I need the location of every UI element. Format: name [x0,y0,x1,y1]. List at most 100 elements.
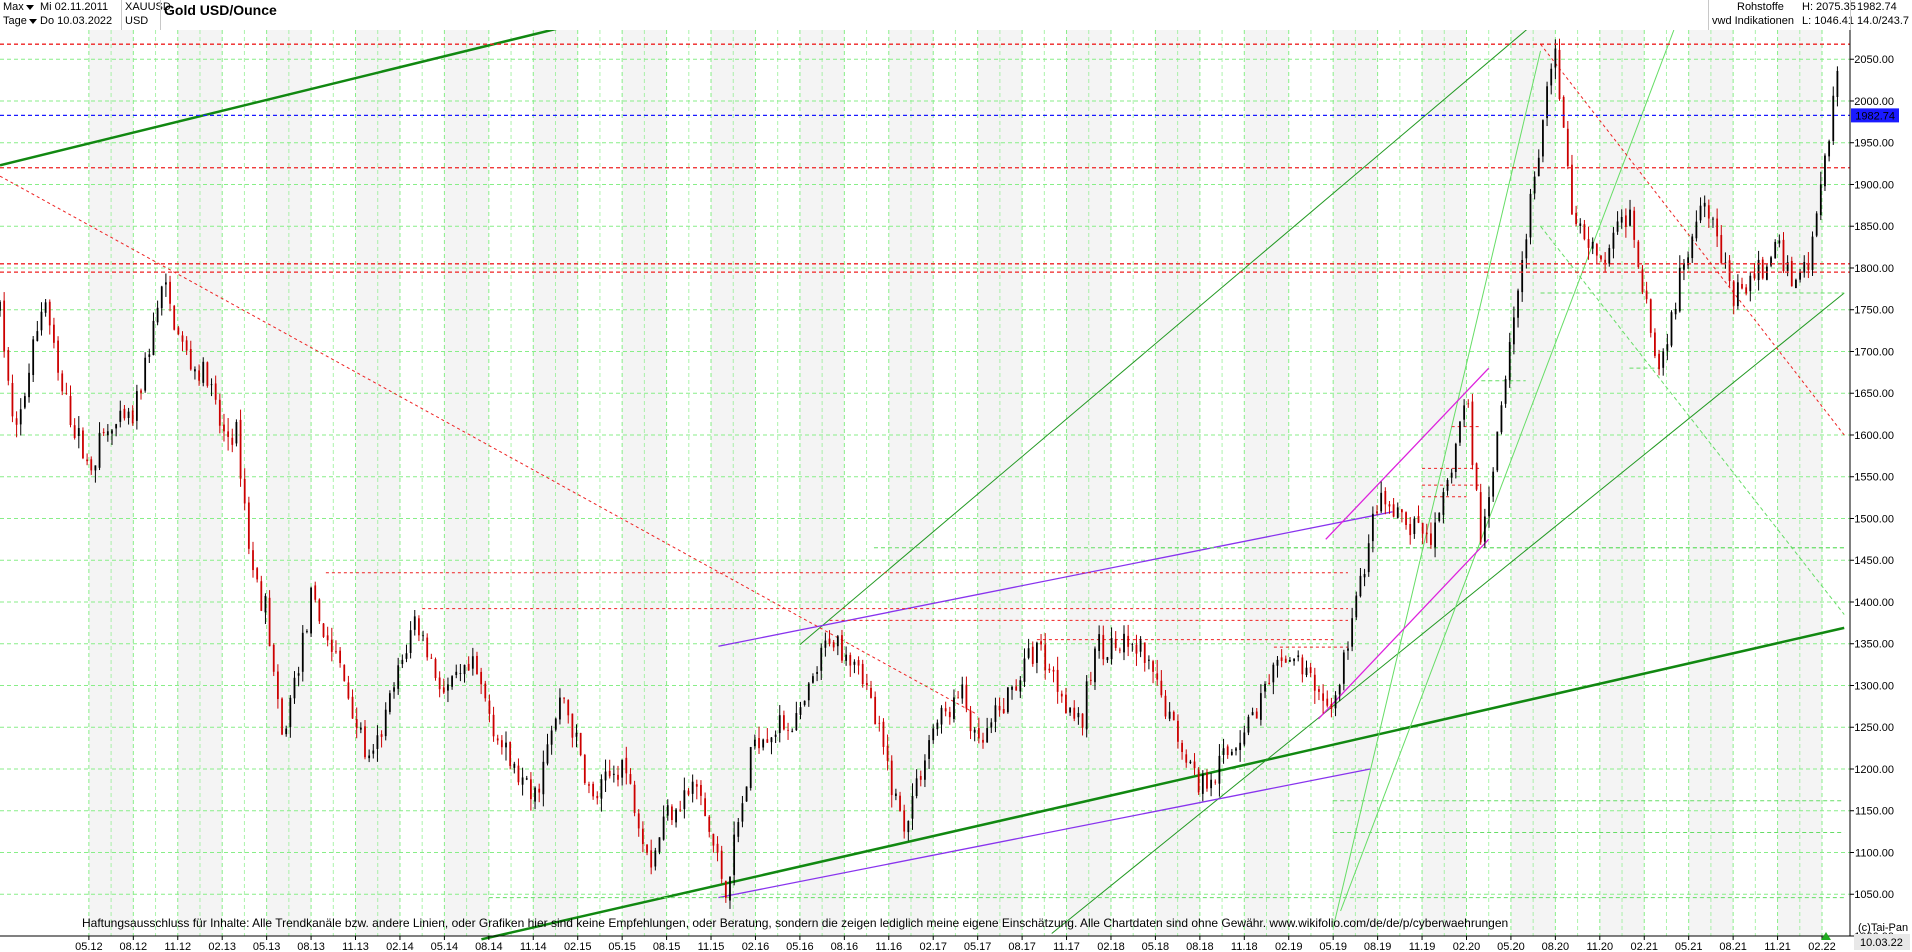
candle-body [1508,342,1511,381]
x-tick-label: 11.20 [1586,941,1613,952]
candle-body [683,790,686,810]
grid-lines [0,30,1850,937]
candle-body [1206,772,1208,789]
x-tick-label: 11.18 [1231,941,1258,952]
candle-body [729,876,731,901]
currency: USD [125,15,149,27]
candle-body [127,411,130,418]
x-tick-label: 08.19 [1364,941,1392,952]
candle-body [301,632,304,672]
candle-body [1135,644,1138,654]
candle-body [878,722,881,724]
candle-body [1106,657,1109,661]
chart-header: Max Tage Mi 02.11.2011 Do 10.03.2022 XAU… [0,0,1912,30]
candle-body [1396,507,1399,518]
candle-body [1318,689,1320,692]
x-tick-label: 08.15 [653,941,681,952]
candle-body [745,786,748,802]
candle-body [559,697,561,720]
candle-body [720,850,723,879]
x-tick-label: 02.21 [1630,941,1658,952]
candle-body [438,677,441,690]
candle-body [281,698,283,735]
candle-body [1529,193,1532,238]
candle-body [413,616,416,630]
candle-body [115,424,118,429]
candle-body [853,661,856,665]
candle-body [1674,308,1677,315]
candle-body [1608,248,1611,264]
candle-body [1044,644,1047,671]
scroll-up-icon[interactable] [1821,932,1831,940]
candle-body [1347,648,1349,651]
candle-body [1417,516,1420,523]
candle-body [1363,574,1366,578]
candle-body [550,730,553,745]
candle-body [1214,781,1217,783]
candle-body [1521,260,1524,293]
candle-body [1098,634,1101,651]
candle-body [1421,522,1424,534]
candle-body [1479,492,1482,543]
candle-body [928,740,930,759]
candle-body [471,656,474,669]
candle-body [1517,290,1519,318]
symbol: XAUUSD [125,1,171,13]
violet-channel-line [718,768,1371,899]
candle-body [1073,707,1076,719]
last-price-value: 1982.74 [1857,1,1897,13]
candle-body [57,340,59,373]
candle-body [82,430,84,459]
x-tick-label: 05.17 [964,941,992,952]
candle-body [899,795,901,811]
candle-body [1326,698,1329,706]
candle-body [1284,658,1287,663]
candle-body [484,683,487,699]
candle-body [1683,263,1685,270]
candle-body [434,659,437,679]
candle-body [687,790,690,795]
candle-body [986,728,989,743]
candle-body [1496,431,1499,471]
candle-body [1069,707,1071,713]
candle-body [1077,712,1080,718]
candle-body [173,305,176,330]
candle-body [795,713,798,731]
candle-body [753,739,756,747]
candle-body [1550,68,1553,86]
violet-channel-line [718,511,1393,647]
price-chart[interactable]: 1000.001050.001100.001150.001200.001250.… [0,30,1912,952]
candle-body [289,697,292,728]
candle-body [994,705,997,722]
range-selector[interactable]: Max [3,1,34,13]
candle-body [1546,86,1548,119]
candle-body [1811,236,1814,270]
candle-body [7,349,10,381]
candle-body [185,340,188,351]
end-date: Do 10.03.2022 [40,15,113,27]
candle-body [1537,157,1540,177]
candle-body [575,732,578,737]
x-tick-label: 02.18 [1097,941,1125,952]
category-label: Rohstoffe [1737,1,1784,13]
candle-body [102,431,105,433]
candle-body [380,734,383,737]
candle-body [1355,595,1358,618]
candle-body [517,765,520,783]
candle-body [152,320,155,356]
candle-body [119,410,122,422]
candle-body [1459,421,1461,443]
period-selector[interactable]: Tage [3,15,37,27]
candle-body [422,635,424,637]
candle-body [430,657,433,659]
candle-body [1699,205,1702,221]
candle-body [426,637,429,658]
candle-body [1662,351,1665,368]
candle-body [1065,694,1067,714]
resistance-line [0,175,978,716]
candle-body [1720,234,1723,263]
candle-body [1587,239,1590,248]
candle-body [849,655,852,666]
candle-body [1695,221,1698,239]
candle-body [376,735,379,749]
